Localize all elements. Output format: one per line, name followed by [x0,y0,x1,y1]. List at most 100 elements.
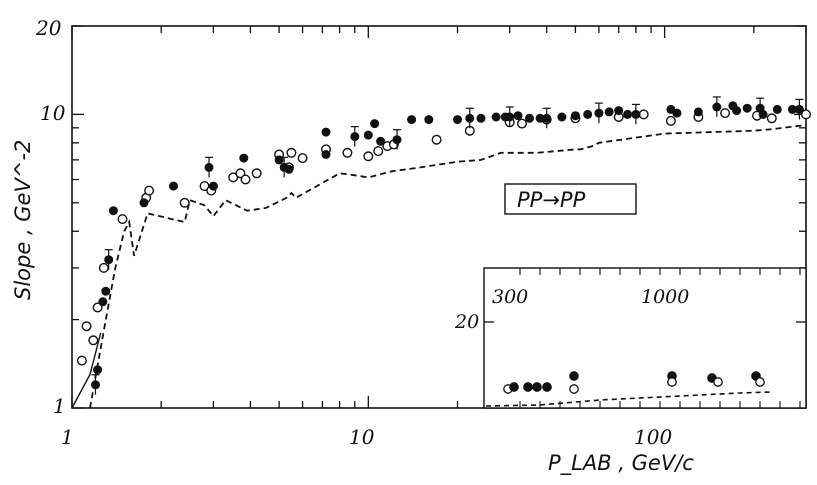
filled-point [513,111,523,121]
filled-point [370,119,380,129]
inset-y-tick-label-20: 20 [454,311,479,333]
filled-point [794,104,804,114]
open-point [92,302,103,313]
dashed-curve [89,124,807,409]
y-tick-label-20: 20 [35,16,62,40]
filled-point [712,102,722,112]
open-point [720,108,731,119]
inset-filled-point [542,382,552,392]
y-axis-title: Slope , GeV^-2 [11,140,35,300]
open-point [228,172,239,183]
filled-point [239,153,249,163]
open-point [240,174,251,185]
filled-point [631,109,641,119]
open-point [98,262,109,273]
open-point [373,146,384,157]
inset-open-point [713,377,723,387]
x-tick-labels: 1 10 100 [61,425,672,449]
filled-point [108,206,118,216]
solid-curve-line [71,332,102,409]
filled-point [274,155,284,165]
filled-point [91,380,100,390]
open-point [88,335,99,346]
x-axis-title: P_LAB , GeV/c [548,451,694,476]
filled-point [583,109,593,119]
filled-point [204,162,214,172]
open-point [363,151,374,162]
filled-point [98,297,108,307]
inset-filled-point [569,371,579,381]
filled-point [208,181,218,191]
filled-point [542,113,552,123]
filled-point [363,130,373,140]
filled-point [491,112,501,122]
filled-point [476,113,486,123]
open-point [517,118,528,129]
open-point [76,355,87,366]
annotation-text: PP→PP [517,188,586,212]
filled-point [772,104,782,114]
filled-point [623,109,633,119]
annotation-box [504,183,637,215]
filled-point [169,181,178,191]
filled-point [732,106,742,116]
filled-point [787,104,797,114]
open-point [638,109,649,120]
open-point [251,168,262,179]
inset-tick-label-300: 300 [492,286,528,308]
inset-open-point [755,377,765,387]
filled-point [758,109,768,119]
open-point [801,109,812,120]
filled-point [284,164,294,174]
inset-filled-point [509,382,519,392]
filled-point [465,113,475,123]
open-point [179,197,190,208]
filled-point [350,132,360,142]
plot-frame [71,25,807,409]
filled-point [139,198,149,208]
filled-point [321,150,331,159]
filled-point [672,108,682,118]
x-tick-label-1: 1 [61,425,74,449]
open-point [342,147,353,158]
filled-point [604,107,614,117]
filled-point [453,115,462,125]
open-point [431,134,442,145]
open-point [286,147,297,158]
open-point [766,113,777,124]
filled-point [594,108,604,118]
filled-point [614,106,624,116]
open-point [297,153,308,164]
x-tick-label-10: 10 [349,425,375,449]
open-point [117,214,128,225]
filled-point [424,115,434,125]
open-point [665,115,676,126]
open-point [235,168,246,179]
inset-panel: 300 1000 20 [454,267,807,409]
solid-curve [71,332,102,409]
inset-open-point [569,384,579,394]
inset-filled-point [532,382,542,392]
y-tick-labels: 20 10 1 [35,16,66,418]
x-tick-label-100: 100 [634,425,672,449]
inset-tick-label-1000: 1000 [641,286,689,308]
filled-point [407,115,417,125]
filled-point [392,135,402,145]
y-tick-label-1: 1 [53,394,66,418]
filled-point [93,365,103,375]
filled-point [104,255,114,265]
filled-point [742,103,752,113]
filled-point [557,112,567,122]
open-point [81,321,92,332]
filled-point [525,113,534,123]
filled-point [693,107,703,117]
filled-circle-series [91,96,804,395]
reaction-annotation: PP→PP [504,183,637,215]
filled-point [570,111,580,121]
inset-dashed-curve [485,391,771,407]
inset-filled-point [523,382,533,392]
filled-point [101,286,111,296]
filled-point [505,112,515,122]
filled-point [535,113,545,123]
